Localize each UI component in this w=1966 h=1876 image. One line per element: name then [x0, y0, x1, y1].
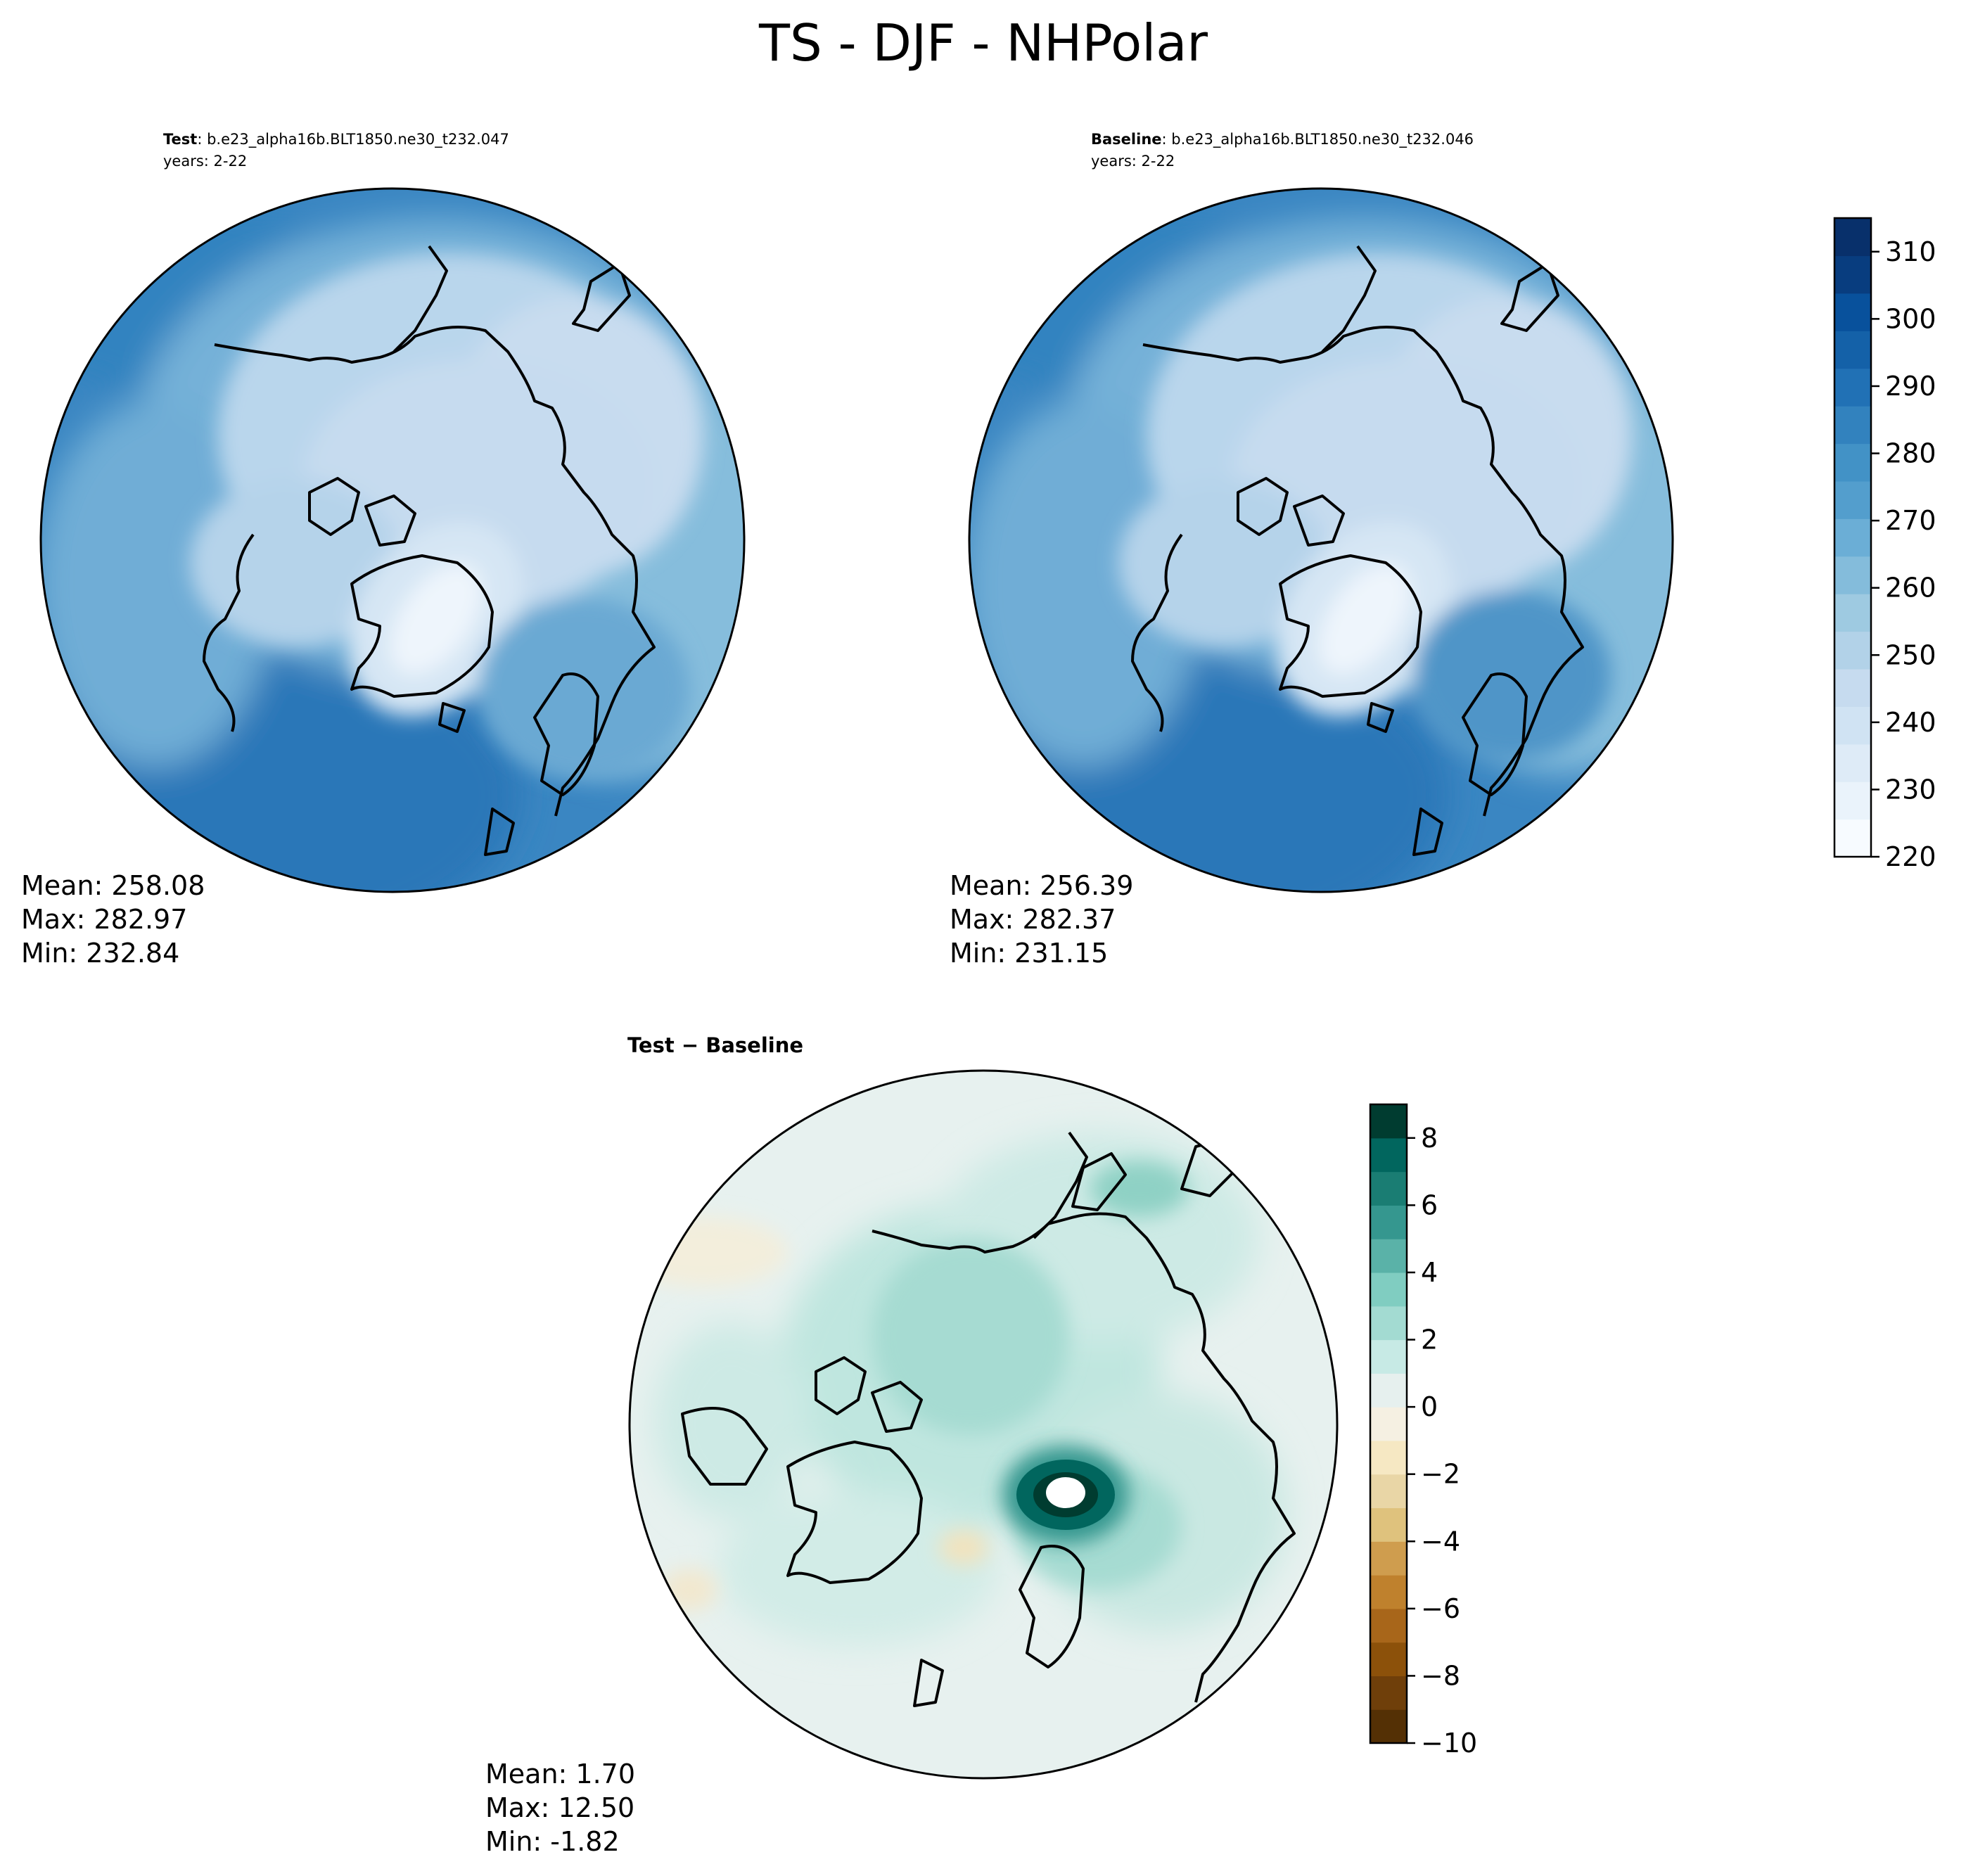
test-panel-header: Test: b.e23_alpha16b.BLT1850.ne30_t232.0… [163, 131, 509, 148]
temperature-colorbar-segment [1834, 706, 1871, 745]
test-map-field [41, 189, 744, 892]
temperature-colorbar-tick-label: 230 [1885, 774, 1936, 805]
temperature-colorbar-tick-label: 260 [1885, 573, 1936, 604]
baseline-mean: Mean: 256.39 [950, 870, 1133, 901]
test-map-boundary [39, 187, 746, 893]
difference-colorbar-tick-label: 8 [1421, 1123, 1438, 1154]
baseline-min: Min: 231.15 [950, 938, 1108, 969]
temperature-colorbar-tick-label: 270 [1885, 505, 1936, 536]
difference-panel: Test − Baseline [485, 1033, 1339, 1857]
baseline-max: Max: 282.37 [950, 904, 1116, 935]
test-min: Min: 232.84 [21, 938, 179, 969]
temperature-colorbar-tick-label: 250 [1885, 639, 1936, 670]
temperature-colorbar-tick-label: 220 [1885, 841, 1936, 872]
difference-colorbar-segment [1370, 1642, 1407, 1677]
baseline-map-field [969, 189, 1673, 892]
baseline-years: years: 2-22 [1091, 153, 1175, 170]
difference-colorbar-tick-label: 0 [1421, 1391, 1438, 1422]
baseline-map-boundary [968, 187, 1674, 893]
temperature-colorbar-tick-label: 280 [1885, 438, 1936, 469]
test-label: Test [163, 131, 197, 148]
test-max: Max: 282.97 [21, 904, 187, 935]
difference-max: Max: 12.50 [485, 1792, 634, 1823]
temperature-colorbar-tick-label: 240 [1885, 707, 1936, 738]
temperature-colorbar-segment [1834, 819, 1871, 857]
test-years: years: 2-22 [163, 153, 247, 170]
difference-min: Min: -1.82 [485, 1826, 620, 1857]
difference-colorbar-segment [1370, 1608, 1407, 1643]
temperature-colorbar-segment [1834, 255, 1871, 294]
difference-colorbar-segment [1370, 1272, 1407, 1307]
temperature-colorbar-segment [1834, 368, 1871, 407]
difference-colorbar-segment [1370, 1239, 1407, 1273]
difference-colorbar-segment [1370, 1676, 1407, 1710]
difference-colorbar-tick-label: −4 [1421, 1526, 1460, 1557]
difference-colorbar-segment [1370, 1440, 1407, 1475]
difference-coastlines [632, 1131, 1296, 1707]
difference-colorbar-segment [1370, 1373, 1407, 1408]
difference-colorbar-segment [1370, 1474, 1407, 1509]
temperature-colorbar: 220 230 240 250 260 270 280 290 300 310 [1833, 217, 1936, 872]
temperature-colorbar-segment [1834, 293, 1871, 331]
difference-colorbar-tick-label: −10 [1421, 1728, 1477, 1759]
difference-colorbar-segment [1370, 1507, 1407, 1542]
baseline-label: Baseline [1091, 131, 1162, 148]
difference-colorbar-tick-label: −2 [1421, 1459, 1460, 1490]
baseline-panel-header: Baseline: b.e23_alpha16b.BLT1850.ne30_t2… [1091, 131, 1474, 148]
temperature-colorbar-segment [1834, 744, 1871, 782]
difference-colorbar-segment [1370, 1541, 1407, 1576]
difference-colorbar-tick-label: 4 [1421, 1257, 1438, 1288]
temperature-colorbar-segment [1834, 594, 1871, 632]
difference-colorbar-tick-label: 2 [1421, 1325, 1438, 1355]
temperature-colorbar-segment [1834, 406, 1871, 445]
temperature-colorbar-tick-label: 300 [1885, 303, 1936, 334]
difference-colorbar-segment [1370, 1575, 1407, 1609]
difference-colorbar-segment [1370, 1104, 1407, 1139]
temperature-colorbar-segment [1834, 668, 1871, 707]
difference-colorbar-outline [1369, 1103, 1408, 1744]
test-case-name: : b.e23_alpha16b.BLT1850.ne30_t232.047 [197, 131, 509, 148]
temperature-colorbar-tick-label: 310 [1885, 236, 1936, 267]
difference-colorbar-segment [1370, 1137, 1407, 1173]
temperature-colorbar-outline [1833, 217, 1872, 858]
baseline-case-name: : b.e23_alpha16b.BLT1850.ne30_t232.046 [1162, 131, 1474, 148]
temperature-colorbar-segment [1834, 331, 1871, 369]
baseline-panel: Baseline: b.e23_alpha16b.BLT1850.ne30_t2… [950, 131, 1674, 969]
test-mean: Mean: 258.08 [21, 870, 205, 901]
difference-colorbar-tick-label: −6 [1421, 1593, 1460, 1624]
baseline-coastlines [1131, 245, 1673, 856]
difference-colorbar-segment [1370, 1407, 1407, 1441]
difference-colorbar-segment [1370, 1306, 1407, 1341]
difference-title: Test − Baseline [627, 1033, 803, 1057]
test-panel: Test: b.e23_alpha16b.BLT1850.ne30_t232.0… [21, 131, 746, 969]
difference-colorbar-segment [1370, 1205, 1407, 1239]
difference-map-boundary [628, 1069, 1339, 1780]
temperature-colorbar-segment [1834, 480, 1871, 519]
difference-colorbar-tick-label: −8 [1421, 1660, 1460, 1691]
temperature-colorbar-segment [1834, 518, 1871, 557]
difference-colorbar-segment [1370, 1709, 1407, 1744]
temperature-colorbar-segment [1834, 556, 1871, 594]
difference-colorbar-segment [1370, 1339, 1407, 1374]
temperature-colorbar-segment [1834, 631, 1871, 670]
difference-colorbar-segment [1370, 1171, 1407, 1206]
temperature-colorbar-tick-label: 290 [1885, 371, 1936, 402]
figure-title: TS - DJF - NHPolar [758, 13, 1208, 72]
difference-colorbar: −10 −8 −6 −4 −2 0 2 4 6 8 [1369, 1103, 1477, 1759]
difference-colorbar-tick-label: 6 [1421, 1189, 1438, 1220]
difference-mean: Mean: 1.70 [485, 1759, 635, 1789]
temperature-colorbar-segment [1834, 443, 1871, 482]
temperature-colorbar-segment [1834, 218, 1871, 257]
temperature-colorbar-segment [1834, 781, 1871, 820]
